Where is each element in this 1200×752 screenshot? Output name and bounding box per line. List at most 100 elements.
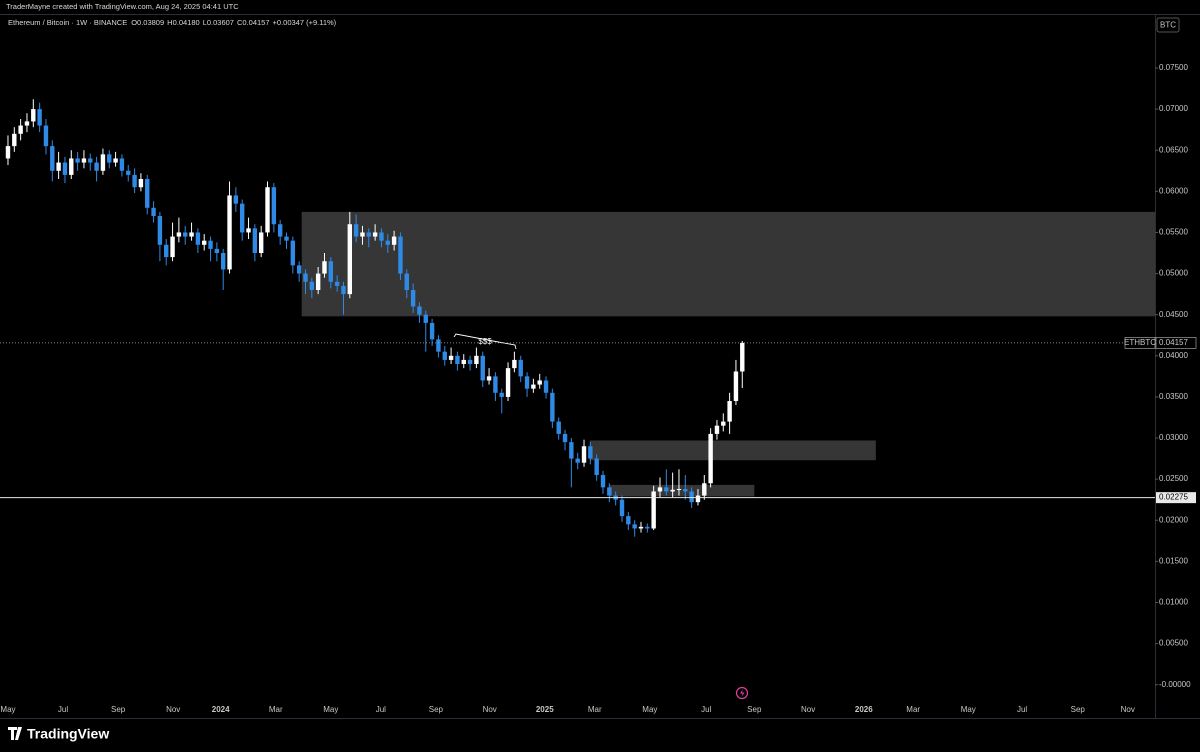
header: TraderMayne created with TradingView.com… — [6, 2, 239, 11]
candle-body — [651, 491, 656, 529]
candle-body — [227, 195, 232, 270]
ohlc-change: +0.00347 (+9.11%) — [273, 18, 337, 27]
candle-body — [290, 240, 296, 266]
candle-body — [81, 158, 87, 163]
candle-body — [347, 224, 353, 295]
annotation-bracket — [453, 333, 517, 350]
candle-body — [100, 154, 106, 171]
candle-body — [183, 232, 188, 237]
candle-body — [334, 281, 340, 286]
y-tick-label: 0.01000 — [1159, 598, 1188, 607]
candle-body — [733, 371, 739, 402]
y-tick-label: 0.06000 — [1159, 186, 1188, 195]
ohlc-close: C0.04157 — [237, 18, 270, 27]
candle-body — [740, 342, 745, 372]
y-tick-label: 0.05000 — [1159, 269, 1188, 278]
candle-body — [581, 446, 587, 463]
currency-box[interactable] — [1156, 17, 1180, 33]
y-tick-label: 0.03000 — [1159, 433, 1188, 442]
legend: Ethereum / Bitcoin · 1W · BINANCE O0.0380… — [8, 18, 337, 27]
candle-body — [271, 187, 277, 225]
x-tick-label: 2025 — [536, 705, 554, 714]
candle-body — [75, 158, 80, 163]
candle-body — [524, 376, 530, 389]
x-tick-label: Nov — [166, 705, 180, 714]
x-tick-label: Mar — [906, 705, 920, 714]
candle-body — [518, 359, 523, 377]
candle-body — [328, 261, 334, 282]
annotation: $$$ — [478, 337, 492, 346]
candle-body — [600, 475, 606, 488]
candle-body — [107, 154, 112, 163]
candle-body — [467, 359, 473, 365]
zone — [589, 440, 876, 461]
candle-body — [670, 489, 675, 492]
tv-logo — [8, 727, 22, 740]
y-tick-label: 0.00500 — [1159, 639, 1188, 648]
hline-label-box — [1156, 492, 1196, 504]
candle-body — [588, 446, 593, 459]
candle-body — [360, 232, 365, 237]
x-tick-label: 2024 — [212, 705, 230, 714]
candle-body — [537, 380, 542, 385]
candle-body — [714, 425, 720, 434]
symbol: Ethereum / Bitcoin · 1W · BINANCE — [8, 18, 127, 27]
candle-body — [379, 232, 384, 241]
candle-body — [448, 355, 454, 360]
hline-label: 0.02275 — [1159, 493, 1188, 502]
x-tick-label: May — [323, 705, 338, 714]
candle-body — [455, 355, 460, 365]
candle-body — [239, 203, 245, 233]
candle-body — [246, 228, 251, 233]
x-tick-label: Sep — [747, 705, 762, 714]
candle-body — [265, 187, 270, 233]
x-tick-label: May — [642, 705, 657, 714]
candle-body — [277, 224, 283, 237]
candle-body — [575, 458, 580, 463]
y-tick-label: 0.07000 — [1159, 104, 1188, 113]
currency[interactable]: BTC — [1160, 21, 1176, 30]
candle-body — [138, 179, 144, 188]
y-tick-label: 0.05500 — [1159, 228, 1188, 237]
candle-body — [258, 232, 264, 254]
candle-body — [702, 483, 707, 496]
x-tick-label: Jul — [701, 705, 711, 714]
candle-body — [50, 146, 55, 171]
candle-body — [56, 162, 61, 171]
candle-body — [221, 253, 226, 270]
candle-body — [474, 355, 479, 365]
x-tick-label: Sep — [429, 705, 444, 714]
candle-body — [366, 232, 371, 237]
last-price-box — [1155, 337, 1197, 349]
candle-body — [164, 244, 169, 258]
candle-body — [657, 487, 663, 492]
candle-body — [594, 458, 599, 476]
candle-body — [132, 174, 137, 188]
candle-body — [543, 380, 549, 393]
x-tick-label: Jul — [376, 705, 386, 714]
candle-body — [385, 240, 390, 245]
y-tick-label: -0.00000 — [1159, 680, 1191, 689]
candle-body — [683, 489, 688, 492]
candle-body — [208, 240, 213, 249]
candle-body — [512, 359, 517, 369]
event-icon[interactable] — [735, 686, 749, 700]
zone — [609, 484, 755, 497]
candle-body — [37, 109, 42, 126]
x-tick-label: Nov — [483, 705, 497, 714]
candle-body — [562, 433, 568, 443]
candle-body — [12, 133, 17, 147]
candle-body — [145, 179, 150, 208]
candle-body — [341, 285, 346, 295]
ticker-label-box — [1124, 337, 1156, 349]
x-tick-label: Mar — [269, 705, 283, 714]
x-tick-label: Jul — [1017, 705, 1027, 714]
y-tick-label: 0.04500 — [1159, 310, 1188, 319]
candle-body — [556, 421, 561, 434]
candle-body — [486, 376, 492, 381]
y-tick-label: 0.02000 — [1159, 515, 1188, 524]
y-tick-label: 0.02500 — [1159, 474, 1188, 483]
candle-body — [676, 489, 682, 491]
